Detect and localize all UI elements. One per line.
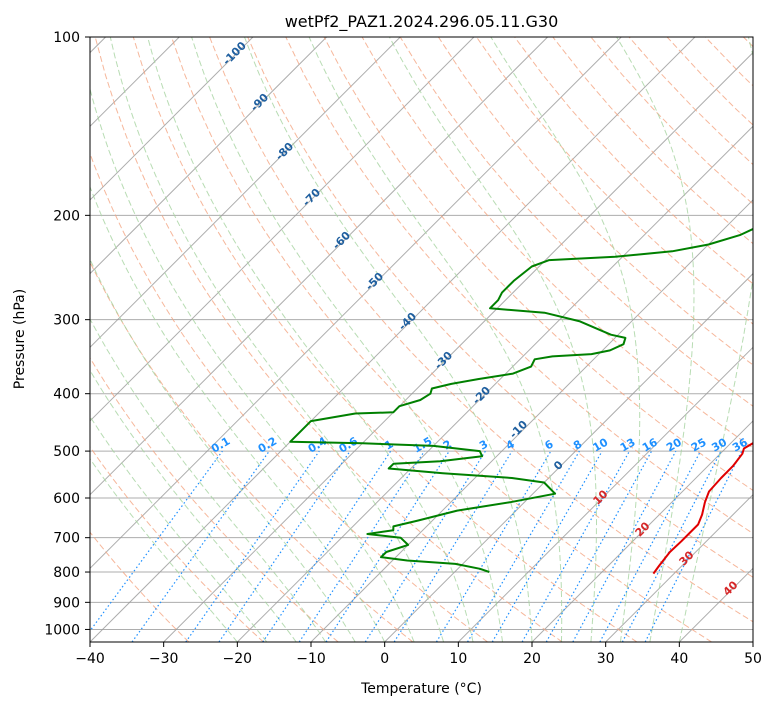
- mixing-ratio-line: [218, 450, 351, 642]
- dry-adiabat-line: [247, 37, 753, 578]
- y-tick-label: 100: [53, 30, 80, 46]
- moist-adiabat-line: [90, 457, 238, 642]
- plot-area: [90, 37, 753, 642]
- dry-adiabat-line: [171, 37, 712, 642]
- x-tick-label: −30: [149, 651, 179, 667]
- dry-adiabat-line: [90, 446, 264, 642]
- dry-adiabat-line: [90, 152, 488, 642]
- moist-adiabat-line: [90, 185, 386, 642]
- moist-adiabat-line: [109, 37, 445, 642]
- y-tick-label: 700: [53, 531, 80, 547]
- x-tick-label: −20: [223, 651, 253, 667]
- plot-background: [90, 37, 753, 642]
- mixing-ratio-line: [435, 450, 552, 642]
- mixing-ratio-line: [185, 450, 320, 642]
- mixing-ratio-line: [521, 450, 630, 642]
- chart-title: wetPf2_PAZ1.2024.296.05.11.G30: [285, 12, 559, 32]
- dry-adiabat-line: [90, 531, 190, 642]
- moist-adiabat-line: [388, 37, 597, 642]
- temperature-profile-line: [652, 442, 753, 575]
- moist-adiabat-line: [147, 37, 474, 642]
- x-tick-label: 0: [380, 651, 389, 667]
- dewpoint-profile-line: [289, 227, 753, 573]
- y-tick-label: 900: [53, 595, 80, 611]
- x-tick-label: 30: [597, 651, 615, 667]
- isotherm-line: [90, 37, 327, 275]
- isotherm-line: [90, 37, 696, 642]
- dry-adiabat-line: [209, 37, 753, 623]
- y-tick-label: 600: [53, 491, 80, 507]
- isotherm-line: [90, 37, 401, 349]
- isotherm-line: [236, 125, 753, 642]
- y-tick-label: 400: [53, 387, 80, 403]
- dry-adiabat-line: [437, 37, 753, 366]
- dry-adiabat-line: [399, 37, 753, 407]
- y-tick-label: 200: [53, 208, 80, 224]
- mixing-ratio-line: [393, 450, 513, 642]
- mixing-ratio-line: [325, 450, 450, 642]
- plot-frame: [89, 36, 754, 643]
- dry-adiabat-line: [514, 37, 753, 285]
- y-axis-ticks: 100 200 300 400 500 600 700 800 900 1000: [44, 30, 90, 638]
- x-tick-label: 10: [449, 651, 467, 667]
- mixing-ratio-line: [572, 450, 677, 642]
- moist-adiabat-line: [490, 37, 641, 642]
- mixing-ratio-line: [545, 450, 653, 642]
- moist-adiabat-line: [90, 369, 297, 642]
- mixing-ratio-line: [364, 450, 486, 642]
- auxiliary-lines: [90, 37, 753, 642]
- isotherm-line: [90, 37, 475, 422]
- dry-adiabat-line: [285, 37, 753, 535]
- y-tick-label: 1000: [44, 622, 80, 638]
- moist-adiabat-line: [244, 37, 533, 642]
- y-tick-label: 500: [53, 444, 80, 460]
- dry-adiabat-line: [90, 356, 339, 642]
- isotherm-line: [384, 272, 753, 642]
- moist-adiabat-line: [308, 37, 563, 642]
- moist-adiabat-line: [90, 415, 268, 642]
- isotherm-line: [90, 37, 622, 570]
- moist-adiabat-line: [90, 87, 415, 642]
- moist-adiabat-line: [90, 258, 356, 642]
- isotherm-line: [90, 37, 548, 496]
- dry-adiabat-line: [94, 37, 563, 642]
- y-axis-label: Pressure (hPa): [12, 289, 28, 389]
- plot-border: [89, 36, 754, 643]
- profile-series: [289, 227, 753, 575]
- y-tick-label: 800: [53, 565, 80, 581]
- x-tick-label: −10: [296, 651, 326, 667]
- dry-adiabat-line: [361, 37, 753, 449]
- mixing-ratio-line: [466, 450, 580, 642]
- x-axis-ticks: −40 −30 −20 −10 0 10 20 30 40 50: [75, 642, 762, 667]
- isotherm-line: [163, 51, 753, 642]
- x-axis-label: Temperature (°C): [360, 681, 482, 697]
- x-tick-label: −40: [75, 651, 105, 667]
- mixing-ratio-line: [491, 450, 603, 642]
- x-tick-label: 20: [523, 651, 541, 667]
- isotherm-line: [752, 641, 753, 642]
- isotherm-line: [605, 493, 753, 642]
- x-tick-label: 50: [744, 651, 762, 667]
- moist-adiabat-line: [616, 37, 695, 642]
- x-tick-label: 40: [670, 651, 688, 667]
- dry-adiabat-line: [132, 37, 638, 642]
- y-tick-label: 300: [53, 313, 80, 329]
- isotherm-line: [90, 37, 254, 201]
